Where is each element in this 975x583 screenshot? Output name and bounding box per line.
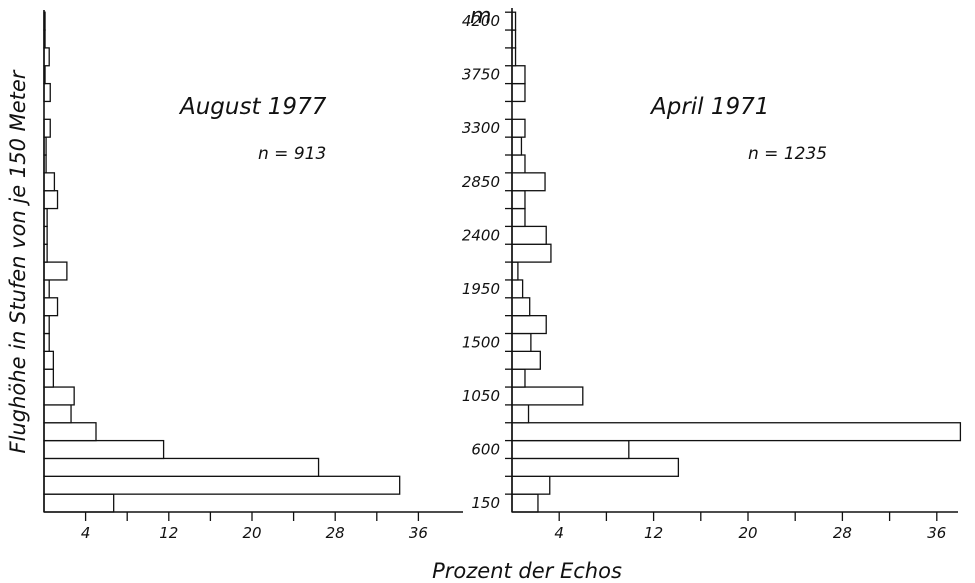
bar — [511, 190, 526, 210]
y-tick-label: 2850 — [462, 173, 500, 191]
y-tick-label: 150 — [471, 494, 500, 512]
bar — [511, 493, 539, 513]
bar — [511, 65, 526, 85]
y-tick-label: 1500 — [462, 333, 500, 351]
panel-title-august: August 1977 — [178, 94, 327, 120]
bar — [511, 118, 526, 138]
bar — [43, 350, 55, 370]
bar — [43, 386, 75, 406]
bar — [43, 457, 320, 477]
bar — [511, 261, 519, 281]
x-tick-label: 28 — [833, 524, 852, 542]
bars-august — [43, 11, 401, 513]
bar — [511, 404, 530, 424]
y-axis-title: Flughöhe in Stufen von je 150 Meter — [6, 69, 30, 453]
panel-title-april: April 1971 — [649, 94, 769, 120]
x-tick-label: 4 — [81, 524, 91, 542]
bar — [43, 172, 56, 192]
panel-august-1977: August 1977 n = 913 4 12 20 28 36 — [43, 10, 463, 542]
y-tick-label: 2400 — [462, 226, 500, 244]
bar — [43, 493, 115, 513]
bar — [511, 172, 546, 192]
bar — [43, 404, 72, 424]
x-tick-label: 4 — [554, 524, 564, 542]
bar — [511, 422, 962, 442]
y-tick-label: 600 — [471, 441, 500, 459]
bar — [43, 82, 51, 103]
x-axis-title: Prozent der Echos — [432, 559, 622, 583]
x-tick-label: 12 — [644, 524, 663, 542]
bar — [43, 368, 55, 388]
bar — [43, 297, 59, 317]
x-tick-label: 20 — [738, 524, 757, 542]
bar — [511, 243, 552, 263]
panel-april-1971: April 1971 n = 1235 m 150 600 1050 1500 1950… — [462, 4, 962, 542]
n-label-april: n = 1235 — [748, 144, 827, 164]
bar — [43, 475, 401, 495]
bar — [511, 279, 524, 299]
bar — [511, 82, 526, 103]
bar — [43, 261, 68, 281]
bar — [511, 475, 551, 495]
bar — [511, 350, 541, 370]
bar — [511, 297, 531, 317]
bar — [511, 225, 547, 245]
y-tick-label: 1950 — [462, 280, 500, 298]
x-tick-label: 36 — [409, 524, 428, 542]
bar — [511, 439, 630, 460]
bar — [511, 207, 526, 228]
n-label-august: n = 913 — [258, 144, 326, 164]
bar — [511, 136, 523, 156]
bar — [511, 332, 532, 353]
x-tick-label: 20 — [242, 524, 261, 542]
bars-april — [511, 11, 962, 513]
y-tick-label: 4200 — [462, 12, 500, 30]
x-tick-label: 36 — [927, 524, 946, 542]
x-axis-august: 4 12 20 28 36 — [81, 512, 428, 542]
x-tick-label: 28 — [326, 524, 345, 542]
bar — [43, 439, 165, 460]
y-tick-label: 3300 — [462, 119, 500, 137]
y-unit-label: m — [470, 4, 491, 29]
bar — [43, 118, 51, 138]
bar — [511, 154, 526, 174]
y-axis-ticks: 150 600 1050 1500 1950 2400 2850 3300 3750 4200 — [462, 11, 512, 512]
y-tick-label: 3750 — [462, 66, 500, 84]
bar — [43, 190, 59, 210]
bar — [511, 314, 547, 335]
y-tick-label: 1050 — [462, 387, 500, 405]
x-tick-label: 12 — [159, 524, 178, 542]
bar — [511, 457, 680, 477]
x-axis-april: 4 12 20 28 36 — [554, 512, 946, 542]
bar — [511, 386, 584, 406]
bar — [43, 422, 97, 442]
bar — [511, 368, 526, 388]
